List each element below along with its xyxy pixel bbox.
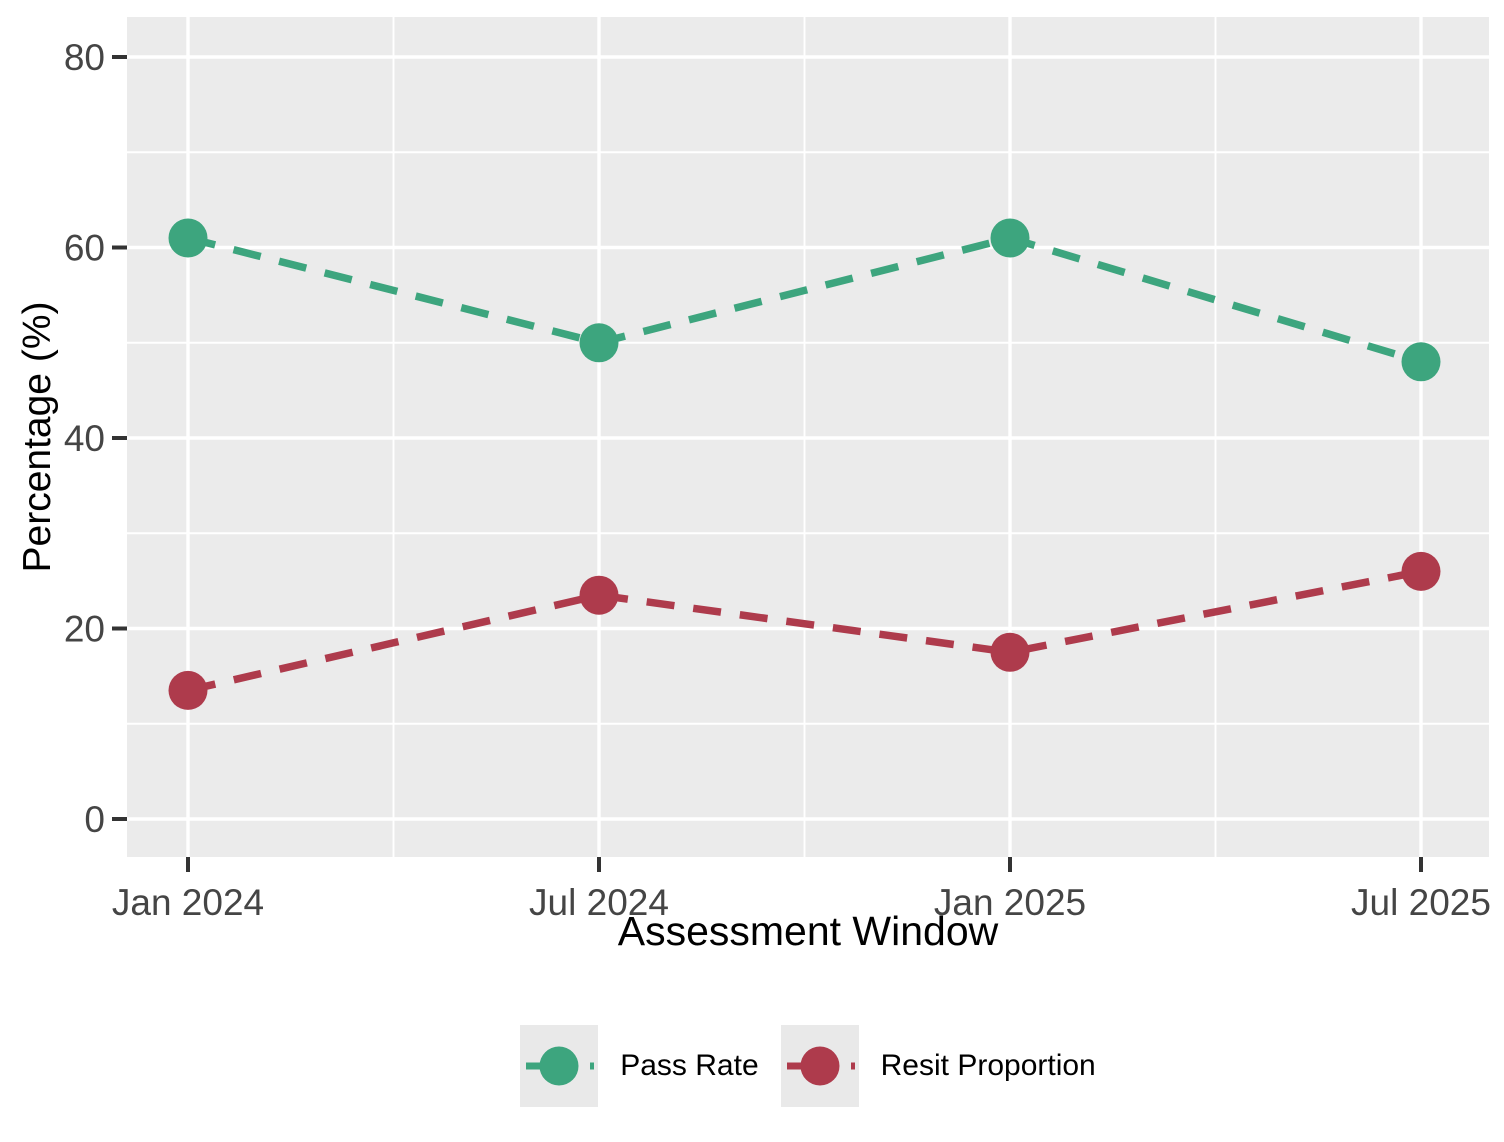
legend-label-resit-proportion: Resit Proportion <box>880 1049 1096 1082</box>
x-tick-label: Jan 2025 <box>934 882 1086 923</box>
y-tick-label: 20 <box>64 609 105 650</box>
data-point-pass-rate <box>579 323 619 363</box>
data-point-resit-proportion <box>579 575 619 615</box>
data-point-pass-rate <box>1401 342 1441 382</box>
y-tick-label: 60 <box>64 228 105 269</box>
y-tick-label: 0 <box>84 799 105 840</box>
legend-key-pass-rate <box>520 1025 599 1107</box>
x-tick-label: Jul 2025 <box>1351 882 1491 923</box>
point-marker-icon <box>539 1046 579 1086</box>
y-tick-label: 40 <box>64 418 105 459</box>
y-axis-title: Percentage (%) <box>16 301 59 573</box>
legend-dash-left <box>526 1062 551 1070</box>
series-line-pass-rate <box>187 234 1423 366</box>
x-tick-label: Jul 2024 <box>529 882 669 923</box>
point-marker-icon <box>800 1046 840 1086</box>
legend-key-resit-proportion <box>780 1025 859 1107</box>
legend-dash-right <box>850 1062 855 1070</box>
x-axis-title: Assessment Window <box>617 908 999 954</box>
data-point-pass-rate <box>168 218 208 258</box>
data-point-resit-proportion <box>1401 551 1441 591</box>
legend-dash-left <box>786 1062 811 1070</box>
legend: Pass Rate Resit Proportion <box>127 1023 1489 1109</box>
data-point-pass-rate <box>990 218 1030 258</box>
legend-item-pass-rate: Pass Rate <box>520 1025 759 1107</box>
legend-item-resit-proportion: Resit Proportion <box>780 1025 1096 1107</box>
x-tick-label: Jan 2024 <box>112 882 264 923</box>
legend-label-pass-rate: Pass Rate <box>620 1049 759 1082</box>
data-point-resit-proportion <box>168 670 208 710</box>
legend-dash-right <box>590 1062 595 1070</box>
series-line-resit-proportion <box>187 567 1422 695</box>
data-point-resit-proportion <box>990 632 1030 672</box>
y-tick-label: 80 <box>64 37 105 78</box>
